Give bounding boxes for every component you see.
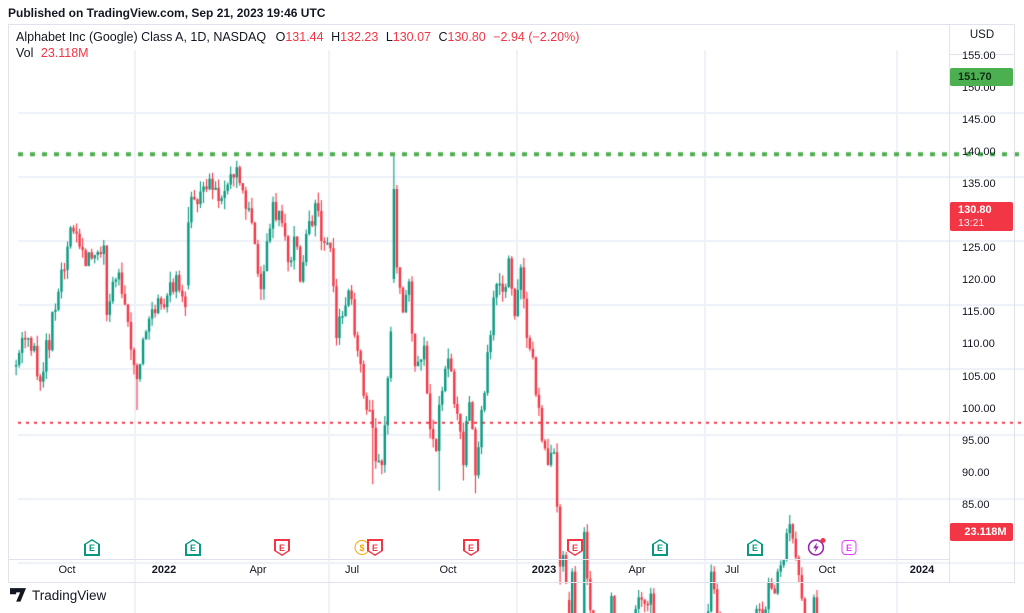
time-axis-label: Oct (818, 564, 836, 576)
price-axis-label: 110.00 (962, 338, 995, 351)
time-axis-label: 2024 (909, 564, 935, 576)
time-axis-label: Apr (249, 564, 267, 576)
time-axis-label: Jul (724, 564, 740, 576)
earnings-beat-marker[interactable]: E (747, 539, 763, 556)
time-axis-label: Oct (58, 564, 76, 576)
tradingview-logo[interactable]: TradingView (10, 588, 106, 603)
high-value: 132.23 (340, 30, 379, 44)
price-axis-label: 125.00 (962, 242, 996, 255)
usd-separator (950, 54, 1014, 55)
price-axis-label: 85.00 (962, 498, 990, 511)
price-axis-label: 155.00 (962, 49, 996, 62)
high-level-price-badge: 151.70 (950, 68, 1013, 87)
earnings-miss-marker[interactable]: E (567, 539, 583, 556)
low-label: L (385, 30, 393, 44)
price-axis-label: 105.00 (962, 370, 996, 383)
close-value: 130.80 (447, 30, 486, 44)
time-axis-label: Jul (344, 564, 360, 576)
volume-value: 23.118M (40, 46, 89, 60)
high-label: H (331, 30, 341, 44)
price-axis-label: 120.00 (962, 274, 996, 287)
price-axis-separator (949, 25, 950, 582)
last-price-badge: 130.80 13:21 (950, 202, 1013, 232)
price-axis-label: 135.00 (962, 177, 996, 190)
price-axis-label: 100.00 (962, 402, 996, 415)
earnings-beat-marker[interactable]: E (185, 539, 201, 556)
earnings-upcoming-marker[interactable]: E (841, 540, 857, 555)
price-axis-label: 95.00 (962, 434, 990, 447)
price-axis-label: 140.00 (962, 145, 996, 158)
tradingview-logo-icon (10, 588, 26, 602)
price-axis-label: 90.00 (962, 466, 990, 479)
close-label: C (438, 30, 448, 44)
earnings-beat-marker[interactable]: E (84, 539, 100, 556)
open-label: O (275, 30, 286, 44)
symbol-header: Alphabet Inc (Google) Class A, 1D, NASDA… (16, 30, 579, 60)
time-axis-label: 2022 (151, 564, 177, 576)
earnings-miss-marker[interactable]: E (463, 539, 479, 556)
tradingview-logo-text: TradingView (32, 588, 107, 603)
bar-countdown: 13:21 (958, 216, 985, 229)
price-axis-label: 145.00 (962, 113, 996, 126)
earnings-miss-marker[interactable]: E (274, 539, 290, 556)
symbol-title[interactable]: Alphabet Inc (Google) Class A, 1D, NASDA… (16, 30, 267, 44)
time-axis-label: 2023 (531, 564, 557, 576)
currency-button[interactable]: USD (969, 29, 995, 41)
time-axis-label: Oct (439, 564, 457, 576)
volume-value-badge: 23.118M (950, 523, 1013, 541)
time-axis-separator (9, 559, 949, 560)
volume-label: Vol (16, 46, 34, 60)
time-axis-label: Apr (628, 564, 646, 576)
flash-event-marker[interactable] (807, 538, 826, 556)
open-value: 131.44 (285, 30, 324, 44)
earnings-beat-marker[interactable]: E (652, 539, 668, 556)
earnings-miss-marker[interactable]: E (367, 539, 383, 556)
published-line[interactable]: Published on TradingView.com, Sep 21, 20… (8, 6, 326, 20)
low-value: 130.07 (392, 30, 431, 44)
price-axis-label: 115.00 (962, 306, 995, 319)
change-value: −2.94 (−2.20%) (493, 30, 580, 44)
